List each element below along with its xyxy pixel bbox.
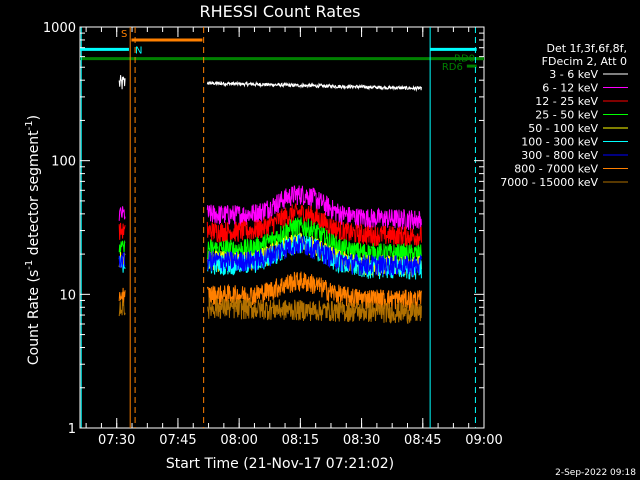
x-tick-label: 09:00	[465, 433, 502, 448]
y-axis-label-sup: -1	[24, 260, 35, 270]
chart-title: RHESSI Count Rates	[200, 2, 361, 21]
legend-entry-label: 6 - 12 keV	[542, 82, 598, 95]
legend-entry-label: 100 - 300 keV	[521, 136, 598, 149]
footer-date: 2-Sep-2022 09:18	[555, 468, 636, 478]
y-axis-label-close: )	[26, 115, 42, 120]
y-axis-label: Count Rate (s-1 detector segment-1)	[24, 115, 42, 365]
x-axis-label: Start Time (21-Nov-17 07:21:02)	[166, 456, 394, 472]
series-lines	[118, 75, 422, 324]
legend-entry-label: 3 - 6 keV	[549, 68, 598, 81]
x-tick-label: 08:00	[220, 433, 257, 448]
y-axis-label-mid: detector segment	[26, 130, 42, 260]
x-tick-label: 08:30	[343, 433, 380, 448]
series-line	[118, 203, 422, 248]
x-tick-label: 07:30	[98, 433, 135, 448]
y-axis-label-main: Count Rate (s	[26, 270, 42, 365]
plot-area	[79, 26, 485, 429]
y-axis-label-sup2: -1	[24, 120, 35, 130]
event-lines	[80, 27, 476, 428]
series-line	[118, 297, 422, 324]
series-line	[118, 75, 422, 93]
legend-header: FDecim 2, Att 0	[542, 55, 627, 68]
series-line	[118, 235, 422, 277]
legend-header: Det 1f,3f,6f,8f,	[546, 42, 627, 55]
legend-entry-label: 12 - 25 keV	[535, 95, 598, 108]
y-tick-label: 1	[68, 422, 76, 437]
x-tick-label: 07:45	[159, 433, 196, 448]
plot-border	[79, 26, 485, 429]
x-tick-label: 08:45	[404, 433, 441, 448]
legend-entry-label: 25 - 50 keV	[535, 109, 598, 122]
series-line	[118, 185, 422, 231]
y-tick-label: 10	[59, 288, 76, 303]
legend: Det 1f,3f,6f,8f,FDecim 2, Att 03 - 6 keV…	[500, 42, 628, 189]
legend-entry-label: 7000 - 15000 keV	[500, 176, 598, 189]
legend-entry-label: 300 - 800 keV	[521, 149, 598, 162]
legend-entry-label: 50 - 100 keV	[528, 122, 598, 135]
state-bar-label: S	[121, 29, 127, 40]
state-bar-label: N	[135, 45, 142, 56]
state-bar-label: RD6	[442, 62, 463, 73]
legend-entry-label: 800 - 7000 keV	[514, 163, 598, 176]
y-tick-label: 1000	[43, 21, 76, 36]
state-bar-label: RD0	[454, 54, 475, 65]
axis-ticks: 1 10 100 1000 07:30 07:45 08:00 08:15 08:30 08:45…	[43, 21, 503, 448]
x-tick-label: 08:15	[282, 433, 319, 448]
y-tick-label: 100	[51, 155, 76, 170]
